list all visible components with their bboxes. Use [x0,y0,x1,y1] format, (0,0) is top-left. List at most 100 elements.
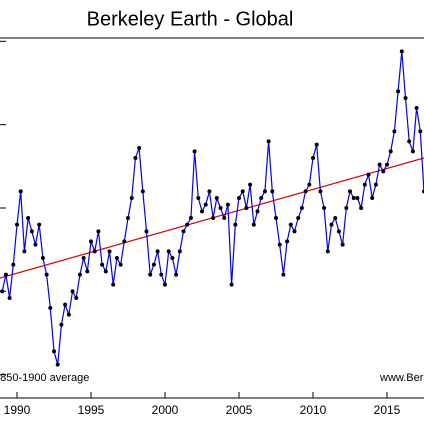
data-point [70,289,75,294]
annotation: 1850-1900 average [0,372,89,384]
data-point [418,129,423,134]
data-point [40,256,45,260]
x-tick-label: 2005 [226,403,253,417]
data-point [37,222,42,227]
data-point [222,216,227,220]
data-point [33,242,38,247]
data-point [126,216,131,220]
data-point [255,209,260,214]
data-point [233,222,238,227]
data-point [348,189,353,194]
data-point [229,282,234,287]
data-point [410,149,415,154]
data-point [81,256,86,260]
data-point [155,249,160,254]
data-point [396,89,401,94]
data-point [351,196,356,200]
data-point [377,162,382,167]
data-point [66,312,71,317]
data-point [3,272,8,277]
data-point [85,269,90,274]
data-point [399,49,404,54]
data-point [44,272,49,277]
plot-frame [0,37,424,399]
data-point [274,216,279,220]
data-point [244,206,249,210]
data-point [362,182,367,187]
data-point [15,222,20,227]
data-point [111,282,116,287]
data-point [74,296,79,300]
data-point [122,239,127,244]
data-point [311,156,316,160]
data-point [48,306,53,310]
data-point [0,289,5,294]
data-point [29,229,34,234]
data-point [373,182,378,187]
data-point [314,142,319,147]
data-point [403,96,408,100]
data-point [77,272,82,277]
data-point [200,209,205,214]
data-point [381,169,386,174]
data-point [329,222,334,227]
data-point [55,362,60,367]
data-point [281,272,286,277]
data-point [259,196,264,200]
data-point [266,139,271,144]
data-point [385,162,390,167]
data-point [366,172,371,177]
data-point [59,322,64,327]
x-tick-label: 1990 [4,403,31,417]
data-point [325,249,330,254]
data-point [89,239,94,244]
data-point [370,196,375,200]
data-point [166,249,171,254]
x-tick-label: 2000 [152,403,179,417]
data-point [133,156,138,160]
data-point [159,272,164,277]
data-point [207,189,212,194]
data-point [100,262,105,267]
data-point [299,206,304,210]
data-point [225,202,230,207]
x-tick-label: 2015 [374,403,401,417]
data-point [11,262,16,267]
data-point [140,189,145,194]
data-point [336,229,341,234]
data-point [114,256,119,260]
data-point [285,239,290,244]
chart-title: Berkeley Earth - Global [87,8,294,30]
data-point [148,272,153,277]
data-point [240,189,245,194]
data-point [407,139,412,144]
data-point [103,269,108,274]
data-point [7,296,12,300]
data-point [355,196,360,200]
data-point [18,189,23,194]
x-tick-label: 2010 [300,403,327,417]
data-point [137,146,142,150]
data-point [170,256,175,260]
data-point [52,349,57,354]
data-point [251,222,256,227]
data-point [340,242,345,247]
data-point [237,196,242,200]
data-point [392,129,397,134]
data-point [144,229,149,234]
data-point [96,229,101,234]
data-point [107,249,112,254]
data-point [359,206,364,210]
x-tick-label: 1995 [78,403,105,417]
data-point [344,206,349,210]
data-point [303,189,308,194]
data-point [214,196,219,200]
data-point [203,202,208,207]
data-point [63,302,68,307]
data-point [333,216,338,220]
data-point [163,282,168,287]
data-point [185,222,190,227]
data-point [296,216,301,220]
